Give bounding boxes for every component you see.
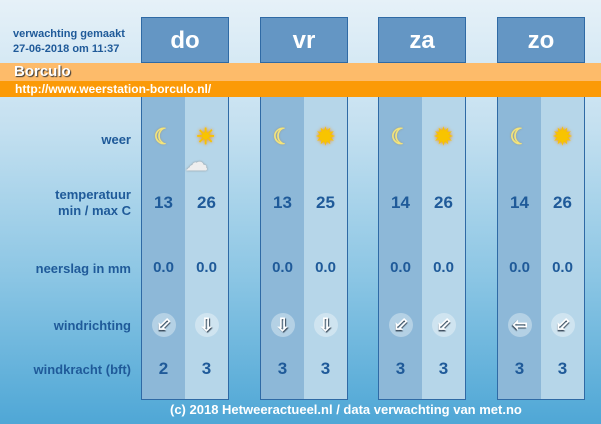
precip-value: 0.0	[153, 259, 174, 276]
moon-icon: ☾	[153, 124, 174, 149]
station-url-link[interactable]: http://www.weerstation-borculo.nl/	[15, 82, 212, 96]
day-header-zo: zo	[497, 17, 585, 63]
night-part: ☾ 13 0.0 ⇩ 3	[261, 97, 304, 399]
moon-icon: ☾	[272, 124, 293, 149]
label-weather: weer	[101, 132, 131, 147]
wind-arrow-icon: ⇩	[270, 313, 295, 337]
day-header-za: za	[378, 17, 466, 63]
day-part: ✹ 26 0.0 ⇩ 3	[541, 97, 584, 399]
day-part: ☀☁ 26 0.0 ⇩ 3	[185, 97, 228, 399]
precip-value: 0.0	[272, 259, 293, 276]
label-precip: neerslag in mm	[35, 261, 131, 276]
precip-value: 0.0	[390, 259, 411, 276]
temp-max: 26	[197, 193, 216, 212]
label-temp-2: min / max C	[58, 203, 131, 218]
forecast-made: verwachting gemaakt 27-06-2018 om 11:37	[13, 27, 125, 57]
wind-force: 3	[438, 359, 449, 378]
wind-force: 3	[320, 359, 331, 378]
wind-force: 3	[277, 359, 288, 378]
temp-max: 26	[553, 193, 572, 212]
precip-value: 0.0	[315, 259, 336, 276]
sun-icon: ✹	[553, 124, 572, 149]
wind-arrow-icon: ⇩	[388, 312, 413, 338]
day-part: ✹ 26 0.0 ⇩ 3	[422, 97, 465, 399]
wind-arrow-icon: ⇩	[151, 312, 176, 338]
forecast-made-time: 27-06-2018 om 11:37	[13, 43, 120, 55]
wind-arrow-icon: ⇩	[194, 313, 219, 337]
precip-value: 0.0	[552, 259, 573, 276]
url-band	[0, 81, 601, 97]
moon-icon: ☾	[509, 124, 530, 149]
day-column-zo: ☾ 14 0.0 ⇩ 3 ✹ 26 0.0 ⇩ 3	[497, 97, 585, 400]
night-part: ☾ 14 0.0 ⇩ 3	[498, 97, 541, 399]
temp-min: 13	[273, 193, 292, 212]
day-header-vr: vr	[260, 17, 348, 63]
temp-max: 26	[434, 193, 453, 212]
night-part: ☾ 13 0.0 ⇩ 2	[142, 97, 185, 399]
moon-icon: ☾	[390, 124, 411, 149]
wind-arrow-icon: ⇩	[431, 312, 456, 338]
temp-max: 25	[316, 193, 335, 212]
label-wind-force: windkracht (bft)	[33, 362, 132, 377]
precip-value: 0.0	[433, 259, 454, 276]
temp-min: 14	[510, 193, 529, 212]
wind-force: 3	[395, 359, 406, 378]
location-band	[0, 63, 601, 81]
location-name: Borculo	[14, 63, 71, 80]
day-column-vr: ☾ 13 0.0 ⇩ 3 ✹ 25 0.0 ⇩ 3	[260, 97, 348, 400]
footer-credit: (c) 2018 Hetweeractueel.nl / data verwac…	[170, 402, 522, 417]
sun-cloud-icon: ☀☁	[185, 124, 216, 175]
forecast-made-label: verwachting gemaakt	[13, 28, 125, 40]
precip-value: 0.0	[196, 259, 217, 276]
day-column-do: ☾ 13 0.0 ⇩ 2 ☀☁ 26 0.0 ⇩ 3	[141, 97, 229, 400]
day-part: ✹ 25 0.0 ⇩ 3	[304, 97, 347, 399]
wind-force: 3	[557, 359, 568, 378]
wind-arrow-icon: ⇩	[550, 312, 575, 338]
wind-force: 3	[201, 359, 212, 378]
night-part: ☾ 14 0.0 ⇩ 3	[379, 97, 422, 399]
wind-force: 3	[514, 359, 525, 378]
sun-icon: ✹	[316, 124, 335, 149]
label-wind-dir: windrichting	[53, 318, 131, 333]
label-temp-1: temperatuur	[55, 187, 131, 202]
temp-min: 14	[391, 193, 410, 212]
sun-icon: ✹	[434, 124, 453, 149]
precip-value: 0.0	[509, 259, 530, 276]
day-column-za: ☾ 14 0.0 ⇩ 3 ✹ 26 0.0 ⇩ 3	[378, 97, 466, 400]
wind-arrow-icon: ⇩	[507, 313, 532, 337]
day-header-do: do	[141, 17, 229, 63]
wind-arrow-icon: ⇩	[313, 313, 338, 337]
temp-min: 13	[154, 193, 173, 212]
wind-force: 2	[158, 359, 169, 378]
